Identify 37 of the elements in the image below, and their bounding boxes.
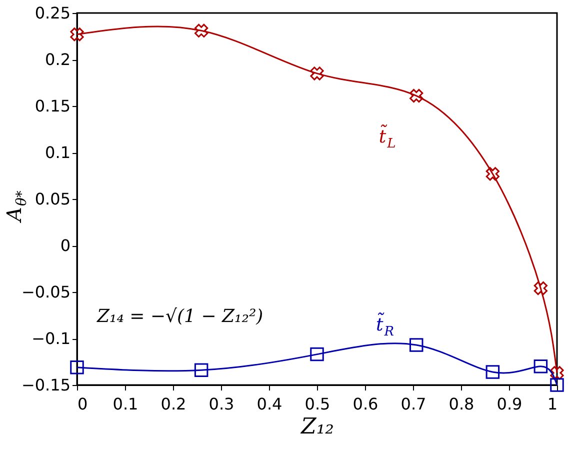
point: [194, 363, 208, 377]
point: [409, 338, 424, 352]
y-tick-label: 0.15: [34, 96, 70, 116]
x-tick-label: 0.7: [400, 394, 426, 414]
y-tick-label: −0.15: [21, 376, 70, 394]
y-tick-label: 0.05: [34, 190, 70, 208]
point: [70, 28, 84, 42]
point: [70, 360, 84, 374]
y-tick-label: 0.25: [34, 4, 70, 22]
point: [550, 378, 564, 392]
point: [310, 347, 324, 362]
x-tick-label: 0.2: [160, 394, 186, 414]
y-tick-label: −0.1: [32, 329, 70, 348]
x-tick-label: 0.6: [352, 394, 378, 414]
y-tick-label: 0: [60, 236, 70, 255]
point: [486, 167, 500, 181]
y-tick-label: 0.2: [45, 50, 70, 69]
x-tick-label: 0.9: [496, 394, 522, 414]
x-tick-label: 0.5: [304, 394, 330, 414]
annotation: Z₁₄ = −√(1 − Z₁₂²): [96, 306, 264, 327]
point: [534, 360, 548, 374]
point: [410, 88, 424, 103]
point: [550, 366, 564, 380]
x-tick-label: 0.3: [208, 394, 234, 414]
point: [534, 281, 548, 296]
x-tick-label: 0: [78, 394, 88, 414]
point: [310, 66, 324, 80]
y-tick-label: −0.05: [21, 282, 70, 302]
x-tick-label: 0.1: [112, 394, 138, 414]
x-tick-label: 0.4: [256, 394, 282, 414]
x-tick-label: 1: [547, 394, 558, 414]
point: [194, 24, 208, 38]
point: [486, 365, 500, 379]
x-axis-title: Z₁₂: [300, 414, 334, 440]
x-tick-label: 0.8: [448, 394, 474, 414]
y-axis-title: Aθ*: [2, 190, 30, 224]
y-tick-label: 0.1: [45, 143, 70, 162]
